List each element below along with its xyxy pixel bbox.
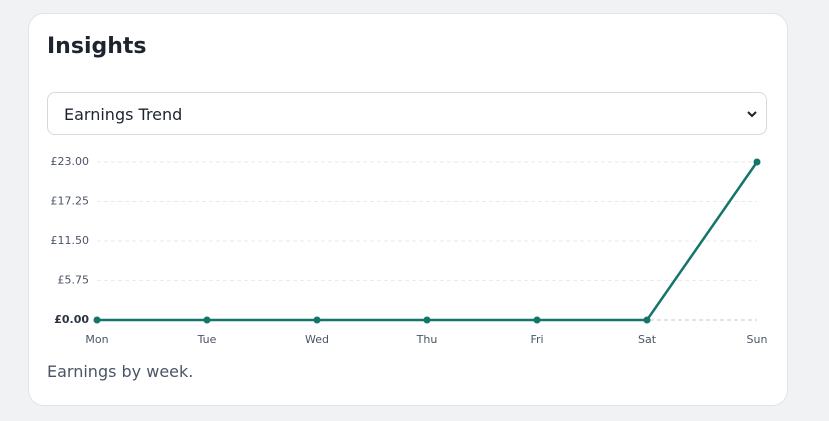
x-tick-label: Sun bbox=[747, 333, 768, 346]
y-tick-label: £23.00 bbox=[51, 155, 90, 168]
card-title: Insights bbox=[47, 34, 147, 59]
x-tick-label: Wed bbox=[305, 333, 329, 346]
chart-select[interactable]: Earnings Trend bbox=[47, 92, 767, 135]
chevron-icon bbox=[747, 111, 757, 118]
data-point bbox=[203, 316, 211, 324]
chart-caption: Earnings by week. bbox=[47, 362, 194, 381]
y-tick-label: £17.25 bbox=[51, 195, 90, 208]
chart: £0.00 £5.75 £11.50 £17.25 £23.00 Mon Tue Wed Thu… bbox=[51, 155, 768, 346]
x-tick-label: Mon bbox=[85, 333, 108, 346]
insights-card: £0.00 £5.75 £11.50 £17.25 £23.00 Mon Tue Wed Thu… bbox=[28, 13, 788, 406]
data-point bbox=[533, 316, 541, 324]
data-point bbox=[753, 158, 761, 166]
select-value: Earnings Trend bbox=[64, 105, 183, 124]
x-tick-label: Sat bbox=[638, 333, 657, 346]
data-point bbox=[643, 316, 651, 324]
data-point bbox=[423, 316, 431, 324]
x-tick-label: Fri bbox=[530, 333, 543, 346]
data-point bbox=[93, 316, 101, 324]
y-tick-label: £5.75 bbox=[58, 274, 90, 287]
x-tick-label: Thu bbox=[416, 333, 438, 346]
y-tick-label: £11.50 bbox=[51, 234, 90, 247]
data-point bbox=[313, 316, 321, 324]
y-tick-label: £0.00 bbox=[54, 313, 89, 326]
x-tick-label: Tue bbox=[197, 333, 217, 346]
